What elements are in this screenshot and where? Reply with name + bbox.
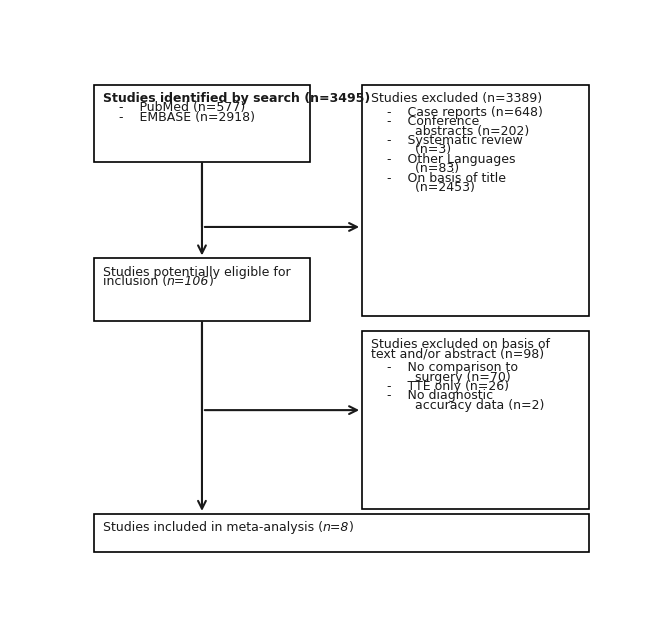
Text: inclusion (: inclusion ( [103, 275, 167, 288]
Text: -    EMBASE (n=2918): - EMBASE (n=2918) [103, 111, 255, 124]
Text: -    On basis of title: - On basis of title [371, 172, 506, 185]
Text: Studies excluded (n=3389): Studies excluded (n=3389) [371, 92, 542, 105]
Text: surgery (n=70): surgery (n=70) [371, 371, 511, 384]
Text: (n=2453): (n=2453) [371, 181, 475, 194]
Text: n=106: n=106 [167, 275, 209, 288]
Text: Studies identified by search (n=3495): Studies identified by search (n=3495) [103, 92, 370, 105]
Text: -    Case reports (n=648): - Case reports (n=648) [371, 106, 543, 119]
Text: -    Conference: - Conference [371, 115, 480, 128]
Text: n=8: n=8 [323, 521, 349, 534]
Bar [362, 85, 589, 316]
Text: -    PubMed (n=577): - PubMed (n=577) [103, 101, 245, 115]
Text: ): ) [349, 521, 354, 534]
Text: (n=83): (n=83) [371, 162, 460, 175]
Text: Studies excluded on basis of: Studies excluded on basis of [371, 338, 550, 351]
Bar [93, 85, 310, 162]
Text: -    No comparison to: - No comparison to [371, 361, 518, 374]
Text: accuracy data (n=2): accuracy data (n=2) [371, 399, 545, 412]
Text: -    Other Languages: - Other Languages [371, 153, 515, 166]
Text: ): ) [209, 275, 214, 288]
Bar [93, 259, 310, 321]
Text: Studies potentially eligible for: Studies potentially eligible for [103, 265, 290, 279]
Text: -    Systematic review: - Systematic review [371, 134, 523, 147]
Bar [362, 331, 589, 509]
Text: -    No diagnostic: - No diagnostic [371, 389, 494, 403]
Text: -    TTE only (n=26): - TTE only (n=26) [371, 380, 509, 393]
Text: text and/or abstract (n=98): text and/or abstract (n=98) [371, 347, 544, 360]
Text: (n=3): (n=3) [371, 143, 452, 156]
Bar [93, 514, 589, 552]
Text: abstracts (n=202): abstracts (n=202) [371, 125, 529, 138]
Text: Studies included in meta-analysis (: Studies included in meta-analysis ( [103, 521, 323, 534]
